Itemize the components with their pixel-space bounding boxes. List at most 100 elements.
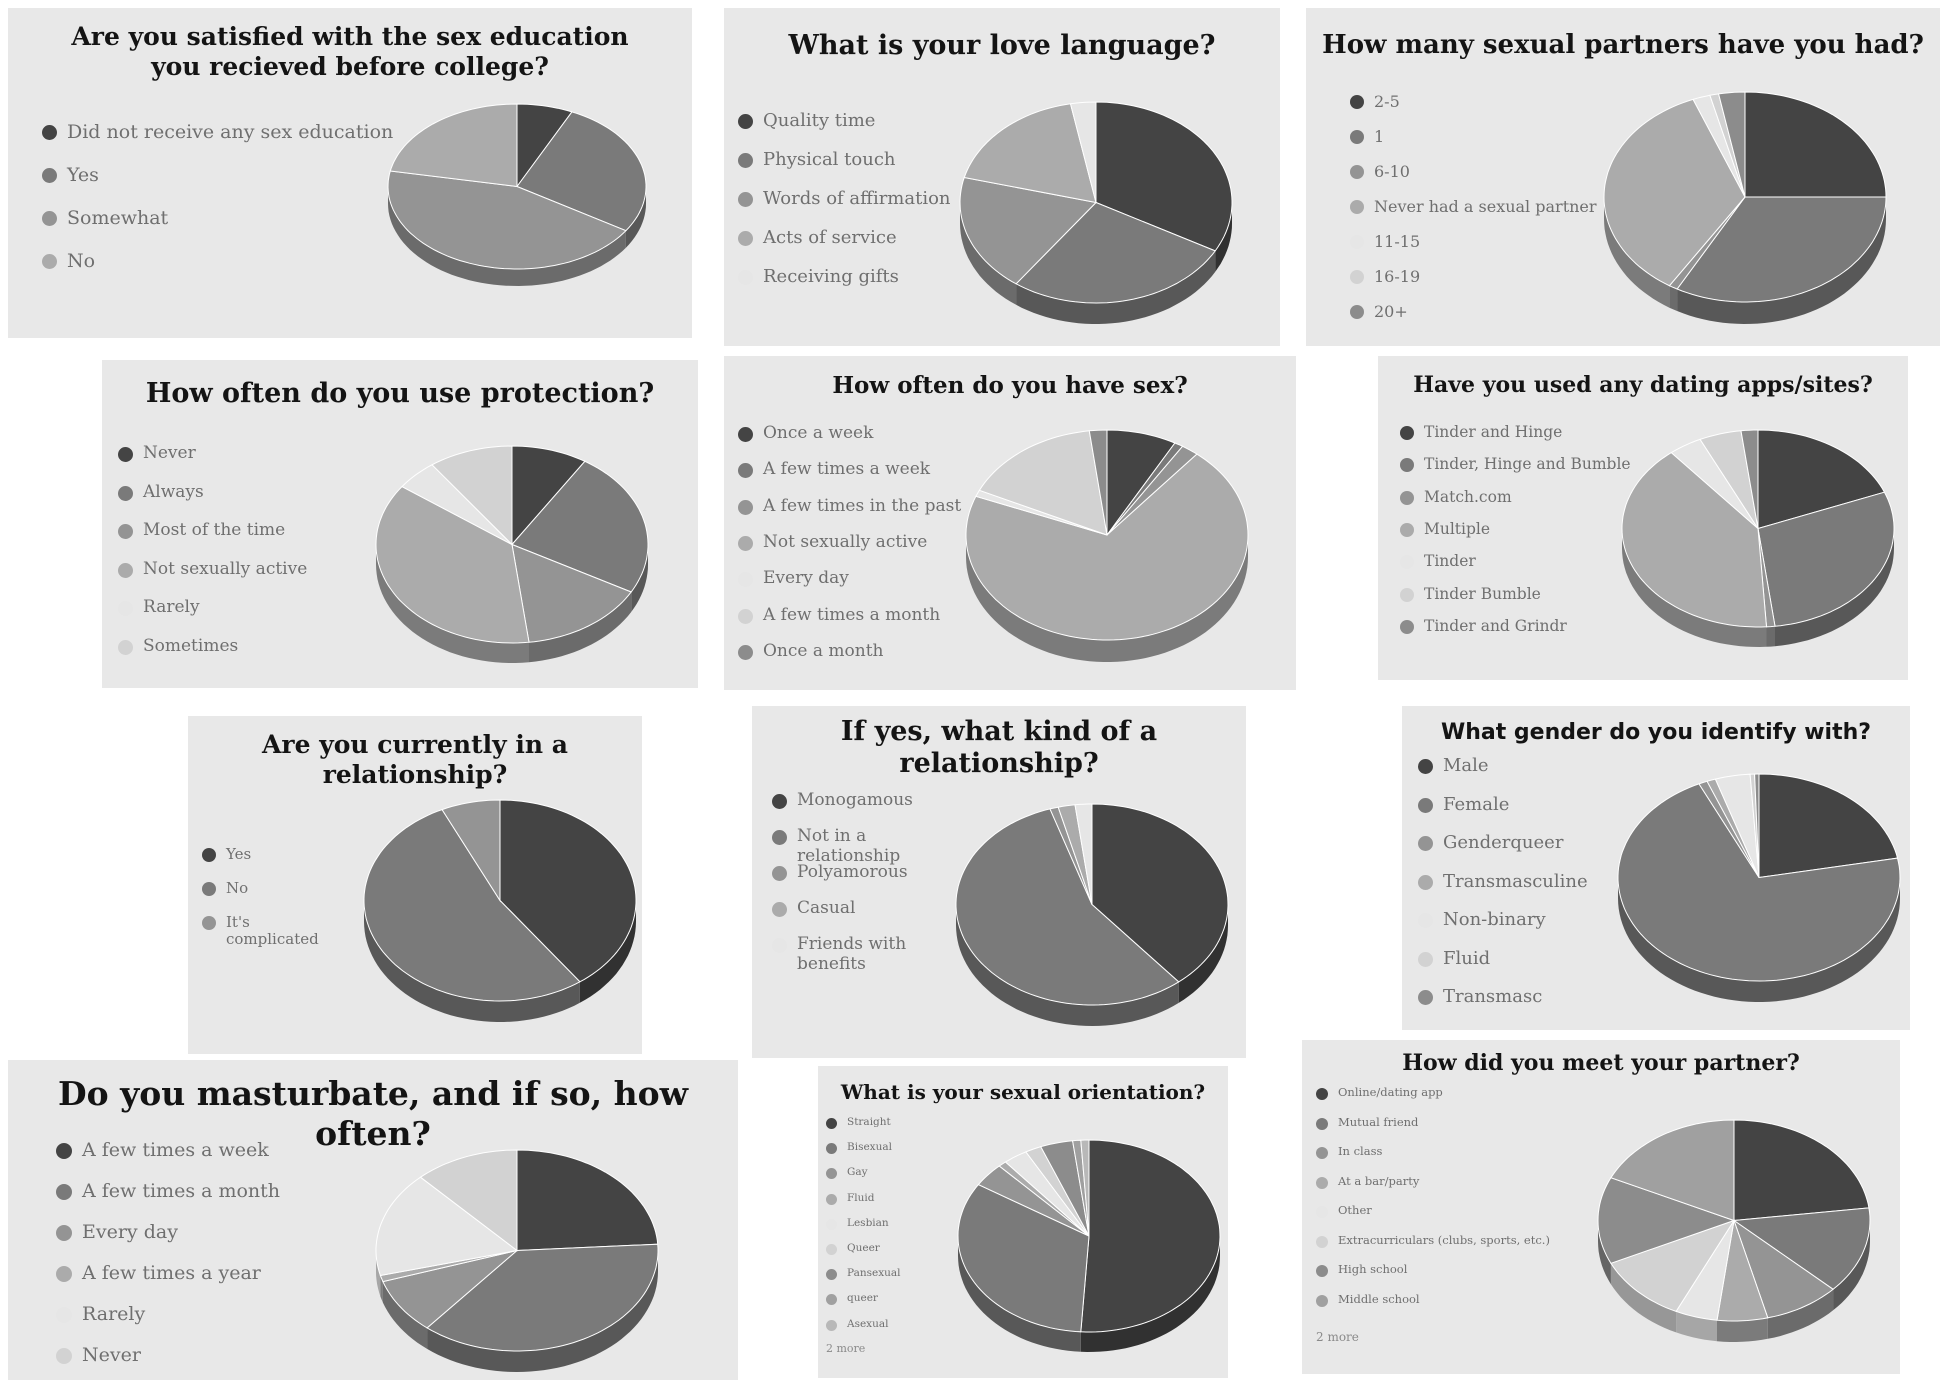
pie-slice-tinder-and-hinge[interactable] (1757, 429, 1886, 530)
legend-item[interactable]: Once a month (738, 641, 884, 662)
legend-item[interactable]: Male (1418, 755, 1489, 777)
pie-slice-somewhat[interactable] (387, 170, 627, 270)
pie-slice-in-class[interactable] (1733, 1219, 1834, 1319)
pie-slice-middle-school[interactable] (1610, 1119, 1735, 1222)
pie-slice-extracurriculars-clubs-sports-etc[interactable] (1610, 1219, 1736, 1313)
legend-item[interactable]: 11-15 (1350, 232, 1420, 251)
legend-item[interactable]: Pansexual (826, 1267, 901, 1281)
legend-item[interactable]: Bisexual (826, 1141, 892, 1155)
legend-item[interactable]: Yes (42, 164, 99, 187)
legend-item[interactable]: At a bar/party (1316, 1174, 1419, 1189)
legend-item[interactable]: Quality time (738, 110, 875, 132)
legend-item[interactable]: Tinder and Hinge (1400, 423, 1562, 442)
legend-item[interactable]: Not sexually active (738, 532, 927, 553)
legend-item[interactable]: Tinder and Grindr (1400, 617, 1567, 636)
pie-slice-a-few-times-a-month[interactable] (978, 430, 1108, 536)
legend-item[interactable]: Never (118, 443, 196, 464)
pie-slice-rarely[interactable] (401, 464, 513, 545)
pie-slice-most-of-the-time[interactable] (511, 543, 633, 643)
legend-item[interactable]: Every day (738, 568, 849, 589)
legend-item[interactable]: Transmasculine (1418, 871, 1588, 893)
legend-item[interactable]: 1 (1350, 127, 1384, 146)
pie-slice-rarely[interactable] (375, 1176, 519, 1277)
pie-slice-multiple[interactable] (1621, 451, 1768, 628)
legend-item[interactable]: Yes (202, 845, 326, 863)
pie-slice-non-binary[interactable] (1714, 773, 1760, 878)
pie-slice-no[interactable] (389, 103, 518, 188)
legend-item[interactable]: Never (56, 1344, 141, 1367)
legend-item[interactable]: Acts of service (738, 227, 897, 249)
pie-slice-never[interactable] (419, 1149, 518, 1252)
pie-slice-every-day[interactable] (382, 1250, 518, 1329)
pie-slice-mutual-friend[interactable] (1732, 1207, 1871, 1290)
pie-slice-lesbian[interactable] (1004, 1151, 1090, 1237)
legend-item[interactable]: 16-19 (1350, 267, 1420, 286)
legend-item[interactable]: Fluid (1418, 948, 1490, 970)
pie-slice-acts-of-service[interactable] (963, 103, 1097, 204)
pie-slice-a-few-times-a-week[interactable] (516, 1149, 659, 1252)
legend-item[interactable]: Every day (56, 1221, 178, 1244)
legend-item[interactable]: Tinder, Hinge and Bumble (1400, 455, 1631, 474)
pie-slice-quality-time[interactable] (1095, 101, 1233, 252)
legend-item[interactable]: Tinder (1400, 552, 1476, 571)
legend-item[interactable]: 2-5 (1350, 92, 1400, 111)
legend-item[interactable]: Non-binary (1418, 909, 1546, 931)
pie-slice-no[interactable] (363, 808, 581, 1002)
pie-slice-tinder-bumble[interactable] (1699, 430, 1759, 529)
pie-slice-1[interactable] (1676, 196, 1887, 303)
legend-item[interactable]: Multiple (1400, 520, 1490, 539)
pie-slice-female[interactable] (1617, 783, 1901, 982)
legend-item[interactable]: Casual (772, 898, 917, 919)
legend-item[interactable]: Not in a relationship (772, 826, 917, 866)
legend-item[interactable]: Once a week (738, 423, 873, 444)
more-link[interactable]: 2 more (1316, 1330, 1359, 1344)
pie-slice-tinder-hinge-and-bumble[interactable] (1757, 491, 1895, 627)
legend-item[interactable]: Match.com (1400, 488, 1512, 507)
legend-item[interactable]: Rarely (118, 597, 200, 618)
legend-item[interactable]: queer (826, 1292, 878, 1306)
legend-item[interactable]: Online/dating app (1316, 1085, 1443, 1100)
legend-item[interactable]: Most of the time (118, 520, 285, 541)
legend-item[interactable]: Fluid (826, 1192, 875, 1205)
legend-item[interactable]: Queer (826, 1242, 880, 1255)
legend-item[interactable]: Asexual (826, 1318, 889, 1331)
pie-slice-physical-touch[interactable] (1015, 201, 1216, 304)
legend-item[interactable]: Lesbian (826, 1217, 889, 1230)
pie-slice-friends-with-benefits[interactable] (1074, 803, 1093, 905)
pie-slice-straight[interactable] (1080, 1139, 1221, 1333)
legend-item[interactable]: Female (1418, 794, 1509, 816)
legend-item[interactable]: Sometimes (118, 636, 238, 657)
legend-item[interactable]: Straight (826, 1116, 891, 1129)
pie-slice-did-not-receive-any-sex-education[interactable] (516, 103, 573, 189)
legend-item[interactable]: Physical touch (738, 149, 896, 171)
legend-item[interactable]: Words of affirmation (738, 188, 951, 210)
pie-slice-other[interactable] (1675, 1220, 1735, 1321)
legend-item[interactable]: No (42, 250, 95, 273)
pie-slice-2-5[interactable] (1744, 91, 1887, 198)
legend-item[interactable]: Extracurriculars (clubs, sports, etc.) (1316, 1233, 1550, 1248)
pie-slice-yes[interactable] (516, 111, 647, 232)
legend-item[interactable]: A few times a month (738, 605, 940, 626)
pie-slice-not-sexually-active[interactable] (375, 485, 530, 644)
legend-item[interactable]: A few times a week (738, 460, 930, 480)
pie-slice-words-of-affirmation[interactable] (959, 176, 1098, 285)
legend-item[interactable]: A few times a week (56, 1139, 269, 1162)
legend-item[interactable]: Receiving gifts (738, 266, 899, 288)
legend-item[interactable]: It's complicated (202, 913, 326, 949)
legend-item[interactable]: A few times a month (56, 1180, 280, 1203)
legend-item[interactable]: In class (1316, 1144, 1382, 1159)
pie-slice-high-school[interactable] (1597, 1177, 1736, 1264)
pie-slice-asexual[interactable] (1080, 1139, 1090, 1237)
pie-slice-20[interactable] (1717, 91, 1746, 198)
pie-slice-yes[interactable] (499, 799, 637, 983)
legend-item[interactable]: Always (118, 482, 204, 503)
legend-item[interactable]: A few times a year (56, 1262, 261, 1285)
legend-item[interactable]: High school (1316, 1262, 1407, 1277)
pie-slice-not-in-a-relationship[interactable] (955, 808, 1180, 1006)
pie-slice-transmasc[interactable] (1754, 773, 1760, 878)
pie-slice-tinder-and-grindr[interactable] (1740, 429, 1759, 529)
pie-slice-pansexual[interactable] (1040, 1140, 1090, 1237)
legend-item[interactable]: Did not receive any sex education (42, 121, 393, 144)
legend-item[interactable]: Somewhat (42, 207, 168, 230)
legend-item[interactable]: 20+ (1350, 302, 1408, 321)
